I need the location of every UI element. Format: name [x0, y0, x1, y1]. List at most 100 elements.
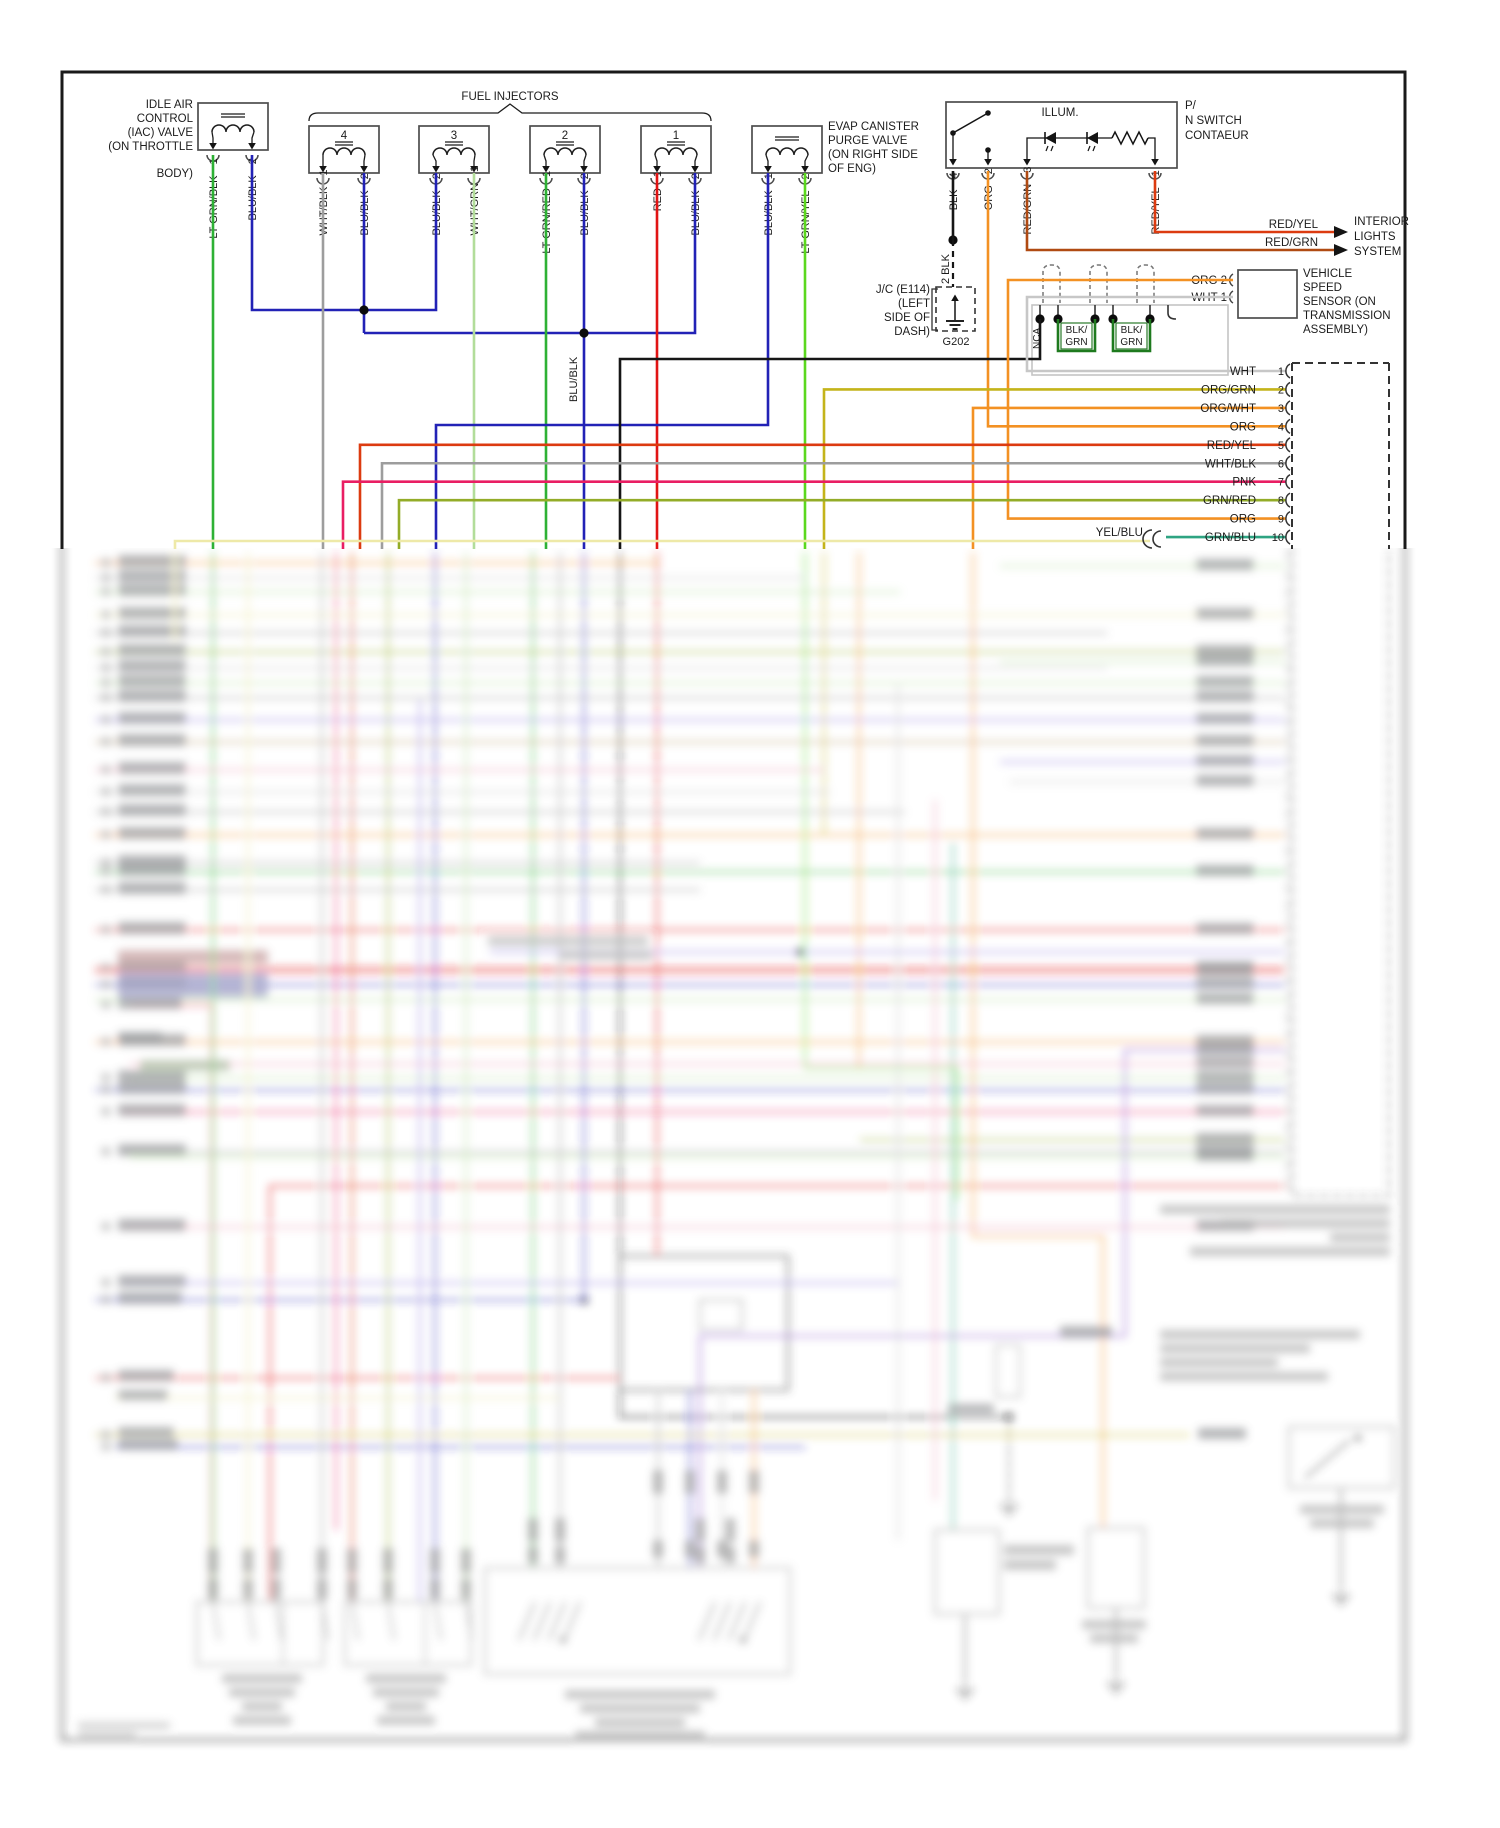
ecm-row-number: 9: [1278, 514, 1284, 526]
blurred-text: [1082, 1620, 1146, 1629]
blurred-text: [1160, 1330, 1360, 1339]
arrowhead-down-icon: [360, 166, 368, 173]
blurred-wire: [618, 552, 1009, 1419]
blurred-text: [101, 610, 111, 619]
wire: [986, 171, 1286, 428]
blurred-text: [1310, 1519, 1374, 1528]
arrowhead-up-icon: [951, 294, 959, 301]
wire: [618, 319, 1042, 549]
iac-label: CONTROL: [137, 113, 194, 125]
ecm-row-wire-label: GRN/RED: [1203, 495, 1256, 507]
blurred-text: [242, 1702, 282, 1711]
shape: [1286, 586, 1291, 600]
blurred-text: [101, 885, 111, 894]
arrowhead-down-icon: [470, 166, 478, 173]
blurred-text: [347, 1548, 357, 1574]
blurred-text: [1160, 1372, 1328, 1381]
red-yel-wire: [1153, 171, 1334, 234]
shape: [335, 141, 353, 146]
wire: [1006, 278, 1286, 520]
blurred-text: [749, 1470, 759, 1494]
blurred-text: [118, 675, 186, 687]
splice-icon: [1142, 529, 1153, 549]
blurred-text: [118, 972, 268, 998]
blurred-text: [101, 1278, 111, 1287]
blurred-text: [1196, 828, 1254, 839]
brace-icon: [308, 103, 712, 122]
arrowhead-down-icon: [949, 159, 957, 166]
iac-label: (IAC) VALVE: [128, 127, 194, 139]
blurred-text: [101, 558, 111, 567]
shape: [533, 1601, 551, 1641]
ecm-row-number: 10: [1272, 532, 1284, 544]
jc-label: SIDE OF: [884, 312, 930, 324]
jc-label: J/C (E114): [876, 284, 930, 296]
blurred-text: [948, 1404, 994, 1413]
blurred-text: [118, 660, 186, 672]
arrowhead-down-icon: [984, 159, 992, 166]
blurred-text: [528, 1546, 538, 1564]
blurred-text: [271, 1548, 281, 1574]
wire: [358, 443, 1286, 549]
shape: [1286, 1029, 1291, 1043]
shape: [1286, 955, 1291, 969]
pin-connector-icon: [1285, 381, 1291, 398]
blurred-text: [1330, 1233, 1390, 1242]
blurred-text: [653, 1470, 663, 1494]
blurred-text: [118, 827, 186, 839]
interior-lights-label: SYSTEM: [1354, 246, 1401, 258]
blurred-text: [1196, 1150, 1254, 1161]
blurred-text: [101, 1147, 111, 1156]
shape: [518, 1601, 536, 1641]
junction-dot: [359, 305, 369, 315]
jc-label: (LEFT: [898, 298, 930, 310]
blurred-text: [373, 1688, 439, 1697]
ground-icon: [956, 1689, 974, 1699]
blurred-text: [101, 787, 111, 796]
blurred-text: [488, 936, 648, 946]
blurred-text: [78, 1722, 170, 1729]
evap-label: EVAP CANISTER: [828, 121, 919, 133]
ecm-row-number: 2: [1278, 384, 1284, 396]
blurred-text: [101, 807, 111, 816]
shape: [1286, 715, 1291, 729]
pin-connector-icon: [1285, 474, 1291, 490]
ecm-row-number: 4: [1278, 421, 1284, 433]
blurred-text: [118, 1292, 182, 1304]
arrowhead-down-icon: [319, 166, 327, 173]
blurred-text: [208, 1578, 218, 1600]
blurred-text: [118, 1439, 178, 1450]
blk-grn-label: BLK/: [1066, 325, 1088, 336]
blurred-text: [383, 1578, 393, 1600]
ground-icon: [1000, 1505, 1018, 1515]
wire: [341, 480, 1286, 549]
blurred-text: [1090, 1634, 1138, 1643]
blurred-text: [1196, 655, 1254, 666]
blurred-text: [1196, 993, 1254, 1004]
pn-switch-box: [945, 101, 1178, 169]
blurred-text: [101, 678, 111, 687]
blurred-text: [118, 922, 186, 934]
arrowhead-down-icon: [1023, 159, 1031, 166]
blurred-text: [383, 1548, 393, 1574]
blurred-text: [1196, 691, 1254, 702]
blurred-text: [243, 1578, 253, 1600]
pin-connector-icon: [1285, 510, 1291, 527]
blurred-wire: [698, 1048, 1284, 1568]
shape: [1286, 1047, 1291, 1061]
blk-grn-wire: [1056, 319, 1097, 353]
blurred-text: [347, 1578, 357, 1600]
blurred-text: [1196, 1071, 1254, 1082]
ecm-row-wire-label: WHT: [1230, 366, 1256, 378]
ground-icon: [1332, 1595, 1350, 1605]
shape: [1286, 697, 1291, 711]
blurred-text: [1300, 1505, 1384, 1514]
shape: [694, 154, 698, 166]
shape: [654, 154, 658, 166]
blurred-text: [1196, 775, 1254, 786]
wire: [434, 173, 770, 549]
shape: [387, 1601, 395, 1641]
fuel-injector-3-number: 3: [451, 130, 457, 142]
